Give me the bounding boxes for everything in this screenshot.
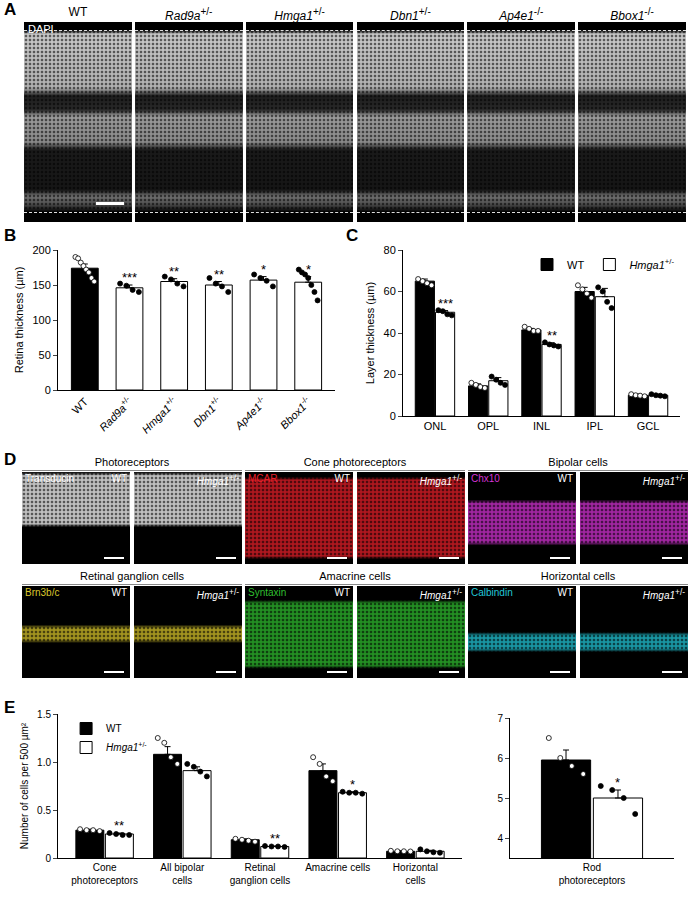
svg-text:Conephotoreceptors: Conephotoreceptors — [71, 862, 138, 886]
html-text:Dbn1+/-: Dbn1+/- — [390, 6, 431, 23]
svg-text:**: ** — [214, 267, 224, 282]
svg-text:Ap4e1​-/-​: Ap4e1​-/-​ — [231, 394, 269, 432]
html-text:Bipolar cells: Bipolar cells — [548, 456, 608, 468]
html-text:A: A — [4, 0, 17, 19]
html-text:Transducin: Transducin — [25, 473, 75, 484]
html-text:B: B — [4, 226, 17, 245]
html-text:Calbindin: Calbindin — [471, 587, 513, 598]
svg-text:ONL: ONL — [424, 420, 447, 432]
svg-text:200: 200 — [32, 244, 50, 256]
html-text:Photoreceptors: Photoreceptors — [94, 456, 170, 468]
svg-text:4: 4 — [497, 833, 503, 844]
html-text:DAPI: DAPI — [28, 23, 54, 35]
html-text:Ap4e1-/-: Ap4e1-/- — [499, 6, 544, 23]
svg-text:WT: WT — [567, 259, 584, 271]
svg-text:Horizontalcells: Horizontalcells — [393, 862, 438, 886]
svg-text:OPL: OPL — [477, 420, 499, 432]
svg-text:100: 100 — [32, 314, 50, 326]
svg-text:60: 60 — [384, 285, 396, 297]
html-text:Brn3b/c: Brn3b/c — [25, 587, 60, 598]
svg-text:Rodphotoreceptors: Rodphotoreceptors — [559, 862, 626, 886]
svg-text:IPL: IPL — [587, 420, 604, 432]
html-text:Hmga1+/-: Hmga1+/- — [419, 587, 462, 602]
html-text:Chx10: Chx10 — [471, 473, 500, 484]
svg-text:20: 20 — [384, 368, 396, 380]
svg-text:***: *** — [122, 270, 137, 285]
html-text:C: C — [346, 226, 359, 245]
svg-text:**: ** — [270, 831, 280, 846]
svg-text:6: 6 — [497, 753, 503, 764]
svg-text:50: 50 — [39, 349, 51, 361]
svg-text:Rad9a​+/-​: Rad9a​+/-​ — [96, 394, 135, 433]
html-text:WT: WT — [557, 473, 573, 484]
html-text:Cone photoreceptors: Cone photoreceptors — [303, 456, 407, 468]
svg-text:0.5: 0.5 — [37, 805, 51, 816]
html-text:Retinal ganglion cells: Retinal ganglion cells — [80, 570, 184, 582]
html-text:D: D — [4, 450, 17, 469]
html-text:Amacrine cells: Amacrine cells — [319, 570, 391, 582]
svg-text:WT: WT — [70, 395, 91, 416]
svg-text:Number of cells per 500 µm²: Number of cells per 500 µm² — [19, 722, 30, 849]
html-text:MCAR: MCAR — [248, 473, 278, 484]
svg-text:Hmga1​+/-​: Hmga1​+/-​ — [106, 741, 147, 753]
svg-text:**: ** — [169, 264, 179, 279]
svg-text:***: *** — [438, 296, 453, 311]
html-text:Hmga1+/-: Hmga1+/- — [196, 473, 239, 488]
svg-text:0: 0 — [390, 410, 396, 422]
svg-text:1.5: 1.5 — [37, 709, 51, 720]
svg-text:150: 150 — [32, 279, 50, 291]
svg-text:*: * — [615, 775, 620, 790]
svg-text:Bbox1​-/-​: Bbox1​-/-​ — [277, 394, 314, 431]
html-text:Hmga1+/-: Hmga1+/- — [642, 587, 685, 602]
html-text:WT: WT — [334, 473, 350, 484]
svg-text:**: ** — [114, 818, 124, 833]
html-text:WT: WT — [111, 473, 127, 484]
html-text:WT: WT — [334, 587, 350, 598]
svg-text:Amacrine cells: Amacrine cells — [305, 862, 370, 873]
html-text:WT: WT — [111, 587, 127, 598]
html-text:Hmga1+/-: Hmga1+/- — [196, 587, 239, 602]
html-text:Horizontal cells: Horizontal cells — [540, 570, 616, 582]
svg-text:80: 80 — [384, 244, 396, 256]
svg-text:Hmga1​+/-​: Hmga1​+/-​ — [629, 257, 674, 271]
html-text:Bbox1-/-: Bbox1-/- — [610, 6, 654, 23]
svg-text:WT: WT — [106, 723, 122, 734]
svg-text:GCL: GCL — [637, 420, 660, 432]
svg-text:**: ** — [547, 328, 557, 343]
svg-text:0: 0 — [45, 384, 51, 396]
svg-text:INL: INL — [533, 420, 550, 432]
svg-text:*: * — [350, 777, 355, 792]
svg-text:*: * — [306, 262, 311, 277]
html-text:Hmga1+/-: Hmga1+/- — [642, 473, 685, 488]
html-text:Syntaxin: Syntaxin — [248, 587, 287, 598]
svg-text:*: * — [261, 262, 266, 277]
html-text:Hmga1+/-: Hmga1+/- — [419, 473, 462, 488]
html-text:WT: WT — [557, 587, 573, 598]
html-text:E: E — [4, 698, 16, 717]
html-text:Rad9a+/-: Rad9a+/- — [165, 6, 213, 23]
svg-text:7: 7 — [497, 713, 503, 724]
svg-text:Retinalganglion cells: Retinalganglion cells — [230, 862, 291, 886]
html-text:Hmga1+/-: Hmga1+/- — [274, 6, 325, 23]
svg-text:Retina thickness (µm): Retina thickness (µm) — [13, 267, 25, 374]
svg-text:1.0: 1.0 — [37, 757, 51, 768]
svg-text:5: 5 — [497, 793, 503, 804]
svg-text:Dbn1​+/-​: Dbn1​+/-​ — [189, 394, 224, 429]
svg-text:40: 40 — [384, 327, 396, 339]
svg-text:Layer thickness (µm): Layer thickness (µm) — [364, 282, 376, 384]
html-text:WT: WT — [68, 5, 88, 19]
svg-text:All bipolarcells: All bipolarcells — [160, 862, 205, 886]
svg-text:Hmga1​+/-​: Hmga1​+/-​ — [138, 394, 180, 436]
svg-text:0: 0 — [45, 853, 51, 864]
